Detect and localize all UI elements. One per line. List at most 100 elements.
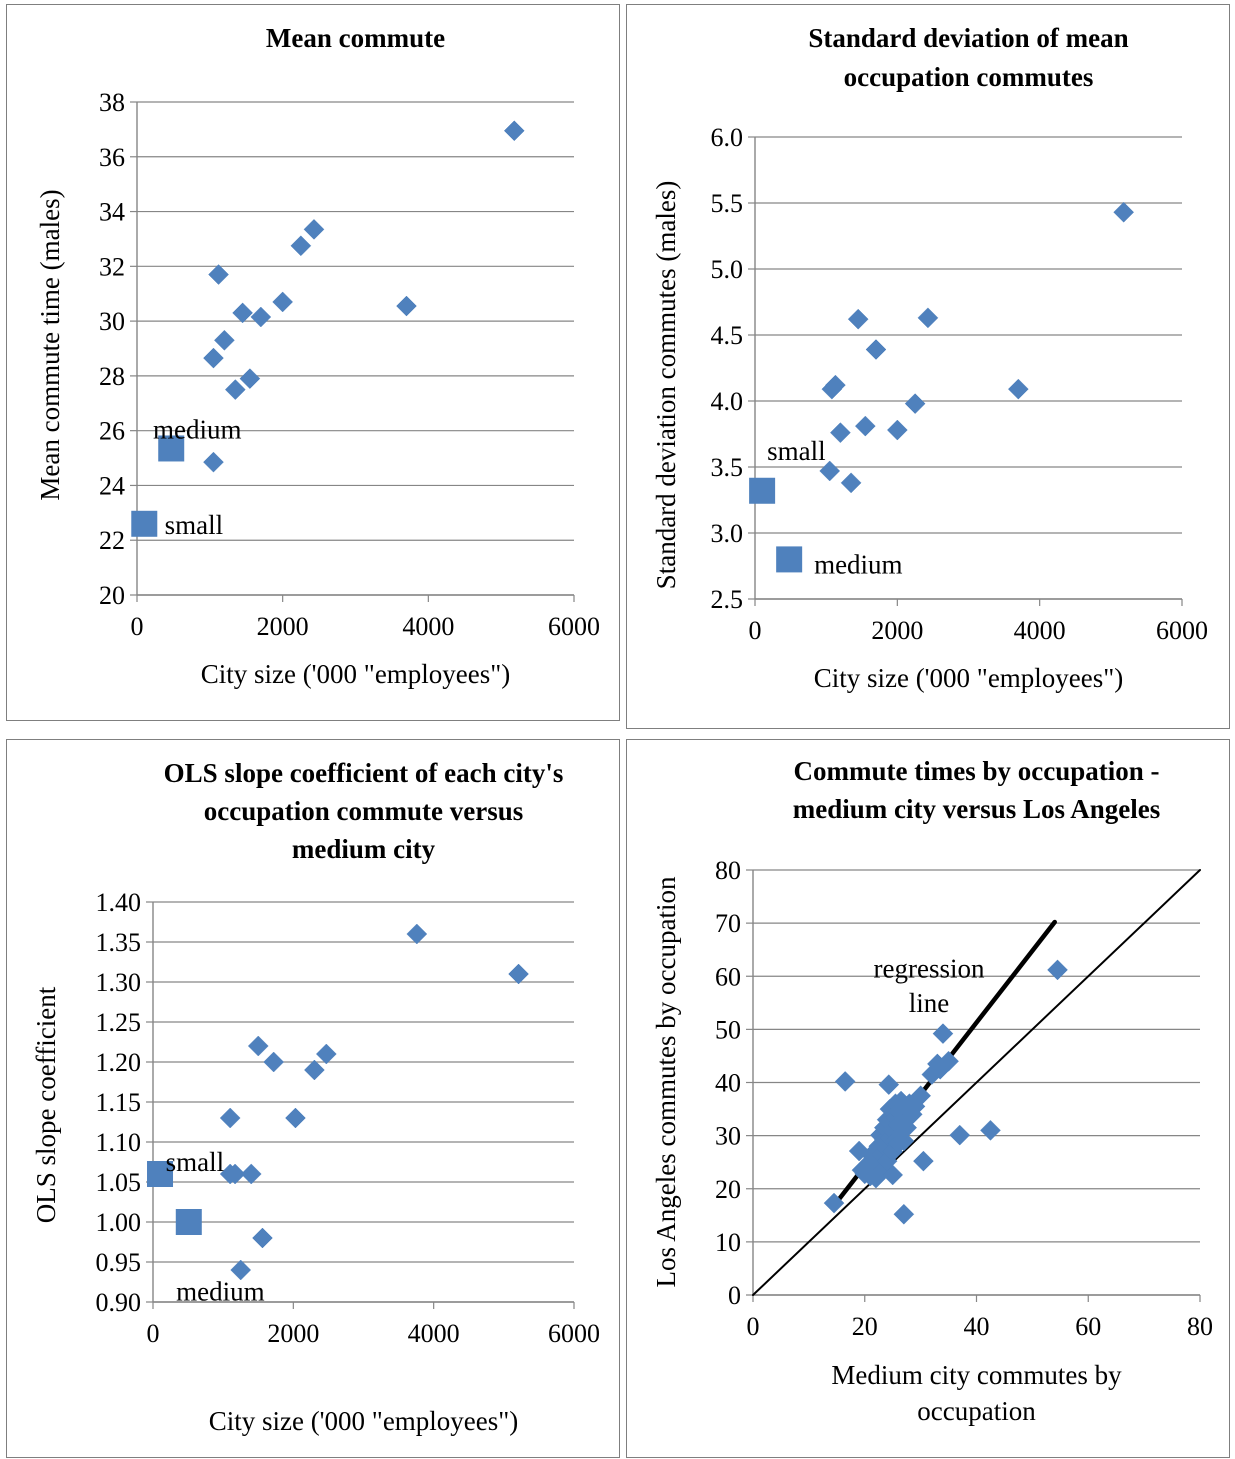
y-tick-label: 1.35 [96, 928, 142, 957]
y-tick-label: 60 [715, 962, 741, 991]
y-tick-label: 36 [99, 143, 125, 172]
x-tick-label: 20 [852, 1312, 878, 1341]
data-point [263, 1051, 285, 1073]
data-point [932, 1023, 954, 1044]
data-point [865, 339, 887, 360]
data-point [893, 1130, 915, 1152]
y-tick-label: 1.05 [96, 1168, 142, 1197]
data-point [396, 295, 417, 317]
reference-city-point [147, 1161, 174, 1187]
data-point [840, 472, 862, 494]
mean-commute-panel: Mean commute 20 22 24 26 28 30 32 34 36 38 0 2000 400… [6, 4, 620, 721]
reference-city-point [131, 510, 158, 537]
y-tick-label: 3.0 [711, 519, 744, 548]
x-tick-label: 2000 [257, 612, 309, 641]
data-point [834, 1071, 856, 1092]
chart-2-svg: Standard deviation of mean occupation com… [651, 23, 1208, 693]
y-tick-label: 1.10 [96, 1128, 142, 1157]
y-tick-label: 30 [99, 307, 125, 336]
y-axis-label: Mean commute time (males) [35, 189, 65, 500]
chart-3-svg: OLS slope coefficient of each city's occu… [31, 758, 600, 1436]
annotation-label: medium [814, 550, 903, 580]
data-point [886, 419, 908, 441]
y-tick-label: 40 [715, 1069, 741, 1098]
data-point [949, 1124, 971, 1146]
x-tick-label: 2000 [871, 616, 923, 645]
x-tick-label: 0 [747, 1312, 760, 1341]
data-point [232, 302, 253, 324]
annotation-label: regression [874, 953, 985, 983]
y-tick-label: 4.0 [711, 387, 744, 416]
chart-title: medium city versus Los Angeles [793, 794, 1161, 824]
data-point [503, 120, 525, 142]
y-tick-label: 6.0 [711, 123, 744, 152]
annotation-label: medium [153, 414, 242, 444]
reference-city-point [175, 1209, 202, 1235]
x-tick-label: 4000 [402, 612, 454, 641]
data-point [239, 368, 261, 389]
x-tick-label: 40 [964, 1312, 990, 1341]
y-tick-label: 1.40 [96, 888, 142, 917]
x-tick-label: 0 [147, 1319, 160, 1348]
data-point [315, 1043, 337, 1065]
data-point [878, 1074, 900, 1095]
y-tick-label: 5.5 [711, 189, 744, 218]
data-point [917, 307, 939, 329]
annotation-label: small [166, 1147, 225, 1177]
data-point [247, 1035, 269, 1057]
x-tick-label: 4000 [1014, 616, 1066, 645]
x-axis-label: City size ('000 "employees") [209, 1406, 519, 1436]
chart-title: Standard deviation of mean [808, 23, 1128, 53]
y-axis-label: OLS slope coefficient [31, 986, 61, 1223]
data-point [847, 308, 869, 330]
annotation-label: small [767, 436, 826, 466]
data-point [272, 291, 294, 313]
data-point [1113, 201, 1134, 223]
chart-1-svg: Mean commute 20 22 24 26 28 30 32 34 36 38 0 2000 400… [35, 23, 600, 689]
chart-title: occupation commutes [844, 62, 1094, 92]
data-point [219, 1107, 241, 1129]
y-tick-label: 30 [715, 1122, 741, 1151]
x-tick-label: 6000 [1156, 616, 1208, 645]
y-axis-label: Standard deviation commutes (males) [651, 181, 681, 590]
y-tick-label: 26 [99, 417, 125, 446]
y-tick-label: 1.30 [96, 968, 142, 997]
chart-title: OLS slope coefficient of each city's [164, 758, 564, 788]
x-axis-label: occupation [917, 1396, 1036, 1426]
y-tick-label: 10 [715, 1228, 741, 1257]
y-tick-label: 22 [99, 526, 125, 555]
data-point [290, 235, 312, 257]
y-tick-label: 0.95 [96, 1248, 142, 1277]
data-point [830, 422, 851, 444]
annotation-label: line [909, 988, 950, 1018]
y-tick-label: 3.5 [711, 453, 744, 482]
reference-45-line [752, 869, 1201, 1296]
x-tick-label: 6000 [548, 1319, 600, 1348]
y-tick-label: 1.00 [96, 1208, 142, 1237]
y-tick-label: 70 [715, 909, 741, 938]
x-axis-label: Medium city commutes by [831, 1360, 1122, 1390]
data-point [823, 1192, 845, 1214]
reference-city-point [158, 435, 185, 462]
x-tick-label: 80 [1187, 1312, 1213, 1341]
y-tick-label: 5.0 [711, 255, 744, 284]
data-point [904, 393, 926, 414]
data-point [854, 415, 876, 437]
reference-city-point [749, 477, 776, 504]
data-point [303, 219, 325, 240]
data-point [240, 1163, 262, 1185]
x-tick-label: 4000 [408, 1319, 460, 1348]
data-point [203, 451, 224, 473]
y-tick-label: 20 [99, 581, 125, 610]
chart-title: Mean commute [266, 23, 445, 53]
y-tick-label: 34 [99, 198, 125, 227]
x-tick-label: 6000 [548, 612, 600, 641]
y-tick-label: 80 [715, 856, 741, 885]
data-point [224, 1163, 246, 1185]
x-axis-label: City size ('000 "employees") [814, 663, 1124, 693]
x-axis-label: City size ('000 "employees") [201, 659, 511, 689]
y-tick-label: 38 [99, 88, 125, 117]
data-point [1007, 378, 1029, 400]
data-point [508, 963, 529, 985]
y-tick-label: 32 [99, 252, 125, 281]
